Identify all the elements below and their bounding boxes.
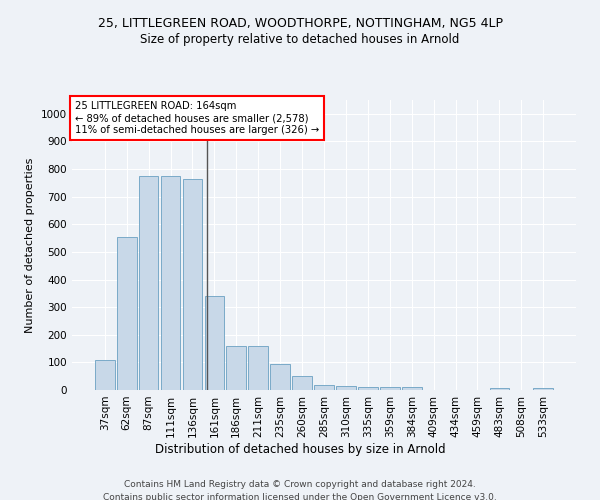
Bar: [336, 386, 356, 390]
Bar: [117, 236, 137, 390]
Bar: [270, 364, 290, 390]
Text: 25 LITTLEGREEN ROAD: 164sqm
← 89% of detached houses are smaller (2,578)
11% of : 25 LITTLEGREEN ROAD: 164sqm ← 89% of det…: [74, 102, 319, 134]
Bar: [95, 360, 115, 390]
Bar: [205, 296, 224, 390]
Text: Contains public sector information licensed under the Open Government Licence v3: Contains public sector information licen…: [103, 492, 497, 500]
Bar: [358, 386, 378, 390]
Text: 25, LITTLEGREEN ROAD, WOODTHORPE, NOTTINGHAM, NG5 4LP: 25, LITTLEGREEN ROAD, WOODTHORPE, NOTTIN…: [97, 18, 503, 30]
Bar: [182, 178, 202, 390]
Text: Contains HM Land Registry data © Crown copyright and database right 2024.: Contains HM Land Registry data © Crown c…: [124, 480, 476, 489]
Bar: [161, 176, 181, 390]
Bar: [292, 376, 312, 390]
Bar: [226, 346, 246, 390]
Text: Distribution of detached houses by size in Arnold: Distribution of detached houses by size …: [155, 442, 445, 456]
Bar: [139, 176, 158, 390]
Text: Size of property relative to detached houses in Arnold: Size of property relative to detached ho…: [140, 32, 460, 46]
Bar: [533, 388, 553, 390]
Bar: [380, 387, 400, 390]
Bar: [248, 346, 268, 390]
Bar: [490, 388, 509, 390]
Bar: [402, 387, 422, 390]
Bar: [314, 385, 334, 390]
Y-axis label: Number of detached properties: Number of detached properties: [25, 158, 35, 332]
